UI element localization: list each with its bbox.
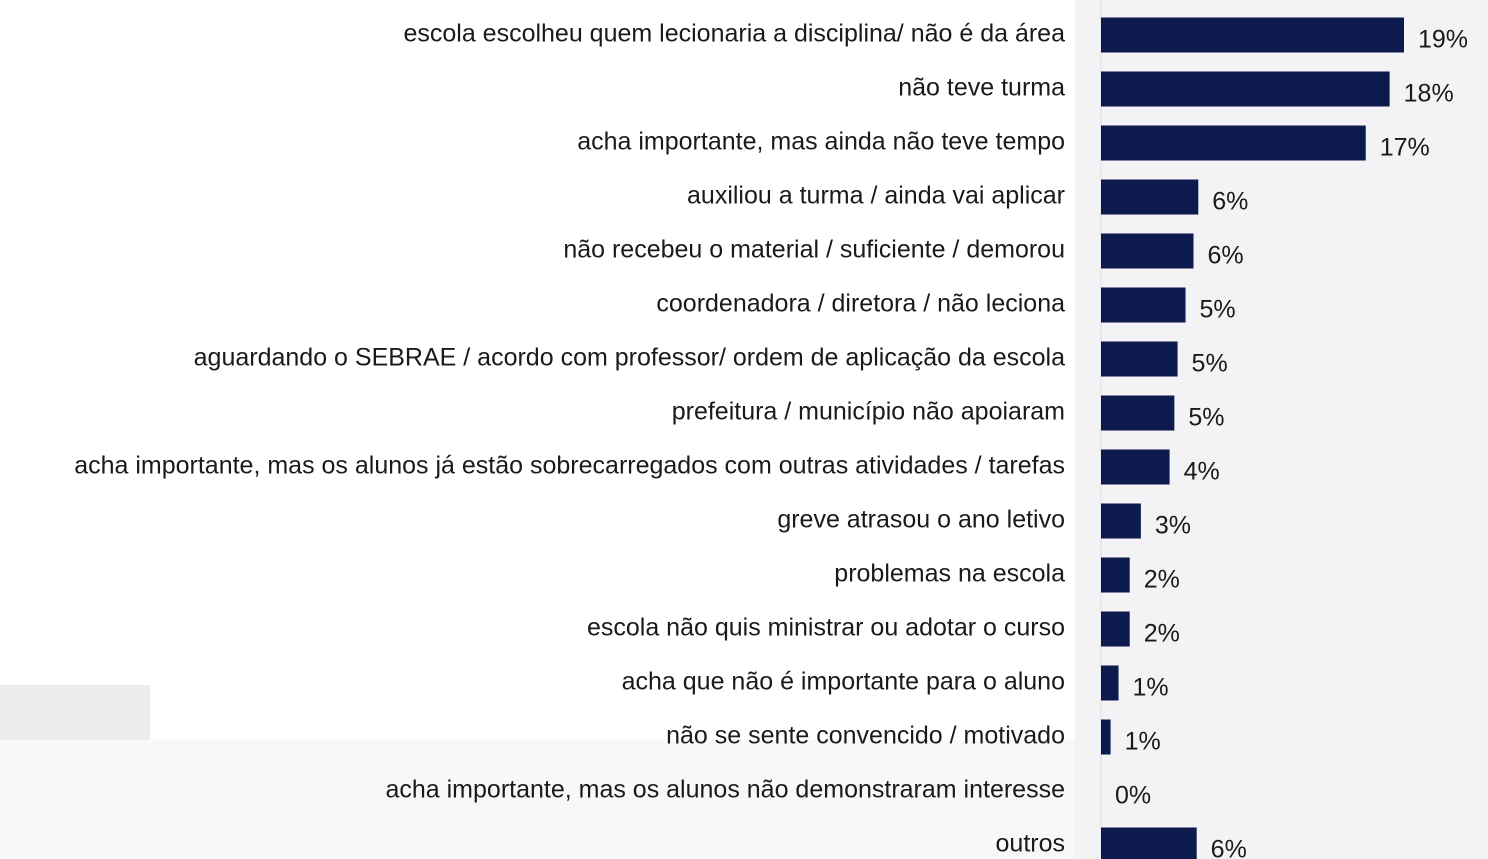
category-label: acha que não é importante para o aluno bbox=[622, 668, 1065, 696]
background-shape bbox=[0, 685, 150, 740]
category-label: não recebeu o material / suficiente / de… bbox=[563, 236, 1065, 264]
category-label: escola não quis ministrar ou adotar o cu… bbox=[587, 614, 1065, 642]
bar bbox=[1101, 17, 1404, 53]
category-label: acha importante, mas os alunos não demon… bbox=[385, 776, 1065, 804]
category-label: não se sente convencido / motivado bbox=[666, 722, 1065, 750]
value-label: 17% bbox=[1380, 134, 1430, 162]
category-label: acha importante, mas os alunos já estão … bbox=[74, 452, 1065, 480]
bar bbox=[1101, 611, 1130, 647]
value-label: 6% bbox=[1207, 242, 1243, 270]
value-label: 5% bbox=[1200, 296, 1236, 324]
bar bbox=[1101, 179, 1199, 215]
bar bbox=[1101, 71, 1390, 107]
bar bbox=[1101, 287, 1186, 323]
bar bbox=[1101, 827, 1197, 859]
bar bbox=[1101, 233, 1194, 269]
category-label: coordenadora / diretora / não leciona bbox=[656, 290, 1065, 318]
value-label: 5% bbox=[1192, 350, 1228, 378]
bar bbox=[1101, 665, 1119, 701]
bar bbox=[1101, 503, 1141, 539]
category-label: não teve turma bbox=[898, 74, 1065, 102]
bar bbox=[1101, 719, 1111, 755]
value-label: 1% bbox=[1133, 674, 1169, 702]
bar bbox=[1101, 341, 1178, 377]
category-label: escola escolheu quem lecionaria a discip… bbox=[403, 20, 1065, 48]
background-shape bbox=[0, 740, 1075, 859]
value-label: 3% bbox=[1155, 512, 1191, 540]
value-label: 18% bbox=[1404, 80, 1454, 108]
value-label: 2% bbox=[1144, 620, 1180, 648]
bar bbox=[1101, 557, 1130, 593]
value-label: 2% bbox=[1144, 566, 1180, 594]
category-label: greve atrasou o ano letivo bbox=[777, 506, 1065, 534]
bar bbox=[1101, 125, 1366, 161]
value-label: 6% bbox=[1212, 188, 1248, 216]
value-label: 5% bbox=[1188, 404, 1224, 432]
category-label: outros bbox=[996, 830, 1065, 858]
category-label: acha importante, mas ainda não teve temp… bbox=[577, 128, 1065, 156]
category-label: aguardando o SEBRAE / acordo com profess… bbox=[194, 344, 1065, 372]
value-label: 19% bbox=[1418, 26, 1468, 54]
category-label: prefeitura / município não apoiaram bbox=[672, 398, 1065, 426]
category-label: problemas na escola bbox=[834, 560, 1065, 588]
value-label: 0% bbox=[1115, 782, 1151, 810]
value-label: 6% bbox=[1211, 836, 1247, 859]
bar bbox=[1101, 449, 1170, 485]
category-label: auxiliou a turma / ainda vai aplicar bbox=[687, 182, 1065, 210]
value-label: 1% bbox=[1125, 728, 1161, 756]
bar bbox=[1101, 395, 1175, 431]
value-label: 4% bbox=[1184, 458, 1220, 486]
